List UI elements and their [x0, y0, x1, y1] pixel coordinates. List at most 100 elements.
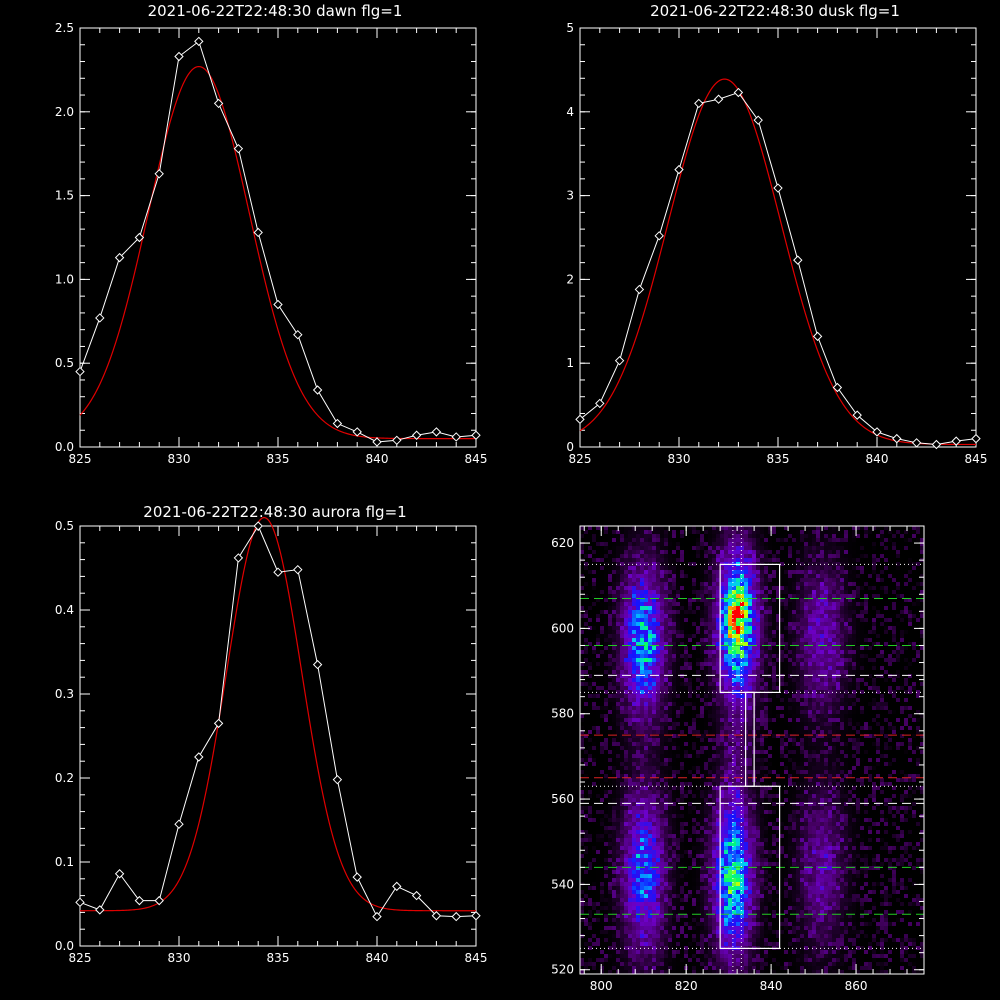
dusk-data-point	[911, 438, 922, 448]
dusk-data-point	[931, 439, 942, 450]
heatmap-region-box	[719, 785, 781, 949]
dusk-data-point	[892, 433, 902, 444]
dawn-fit-curve	[79, 65, 476, 440]
aurora-data-point	[471, 911, 481, 921]
aurora-data-point	[233, 553, 244, 563]
dusk-y-tick-label: 2	[566, 272, 574, 286]
image-y-tick-label: 620	[551, 536, 574, 550]
dawn-y-tick-label: 2.5	[55, 21, 74, 35]
image-y-tick-label: 560	[551, 792, 574, 806]
dusk-y-tick-label: 0	[566, 440, 574, 454]
dawn-data-point	[194, 36, 204, 47]
dusk-x-tick-label: 825	[569, 452, 592, 466]
aurora-x-tick-label: 825	[69, 951, 92, 965]
image-x-tick-label: 820	[675, 979, 698, 993]
image-y-tick-label: 540	[551, 877, 574, 891]
aurora-y-tick-label: 0.5	[55, 519, 74, 533]
dusk-data-point	[575, 414, 585, 425]
dawn-x-tick-label: 830	[168, 452, 191, 466]
dusk-y-tick-label: 4	[566, 105, 574, 119]
dusk-fit-curve	[579, 78, 976, 446]
image-y-tick-label: 600	[551, 621, 574, 635]
dawn-data-point	[273, 299, 283, 310]
dawn-x-tick-label: 840	[366, 452, 389, 466]
dawn-data-point	[293, 330, 303, 340]
dawn-data-point	[411, 430, 422, 440]
dawn-data-point	[154, 169, 164, 179]
image-y-tick-label: 520	[551, 963, 574, 977]
dawn-data-point	[75, 366, 85, 377]
aurora-data-point	[75, 897, 85, 908]
aurora-data-point	[154, 895, 164, 906]
dusk-x-tick-label: 835	[767, 452, 790, 466]
dusk-data-point	[733, 87, 744, 98]
dusk-y-tick-label: 5	[566, 21, 574, 35]
dusk-data-point	[812, 331, 823, 342]
aurora-data-point	[411, 890, 422, 901]
aurora-data-point	[431, 911, 442, 921]
image-axes-frame	[579, 525, 925, 975]
dawn-data-point	[233, 143, 244, 154]
dusk-data-point	[674, 164, 684, 175]
dawn-y-tick-label: 2.0	[55, 105, 74, 119]
dusk-data-point	[614, 355, 625, 366]
heatmap-overlay	[580, 526, 924, 974]
dusk-y-tick-label: 3	[566, 189, 574, 203]
dusk-data-point	[951, 436, 961, 446]
aurora-x-tick-label: 830	[168, 951, 191, 965]
dawn-y-tick-label: 0.0	[55, 440, 74, 454]
dawn-x-tick-label: 835	[267, 452, 290, 466]
dawn-data-point	[174, 51, 184, 62]
aurora-y-tick-label: 0.0	[55, 939, 74, 953]
dawn-data-point	[114, 252, 125, 263]
aurora-data-point	[372, 911, 382, 922]
dusk-x-tick-label: 830	[668, 452, 691, 466]
dusk-data-point	[971, 433, 981, 444]
aurora-data-point	[451, 911, 461, 922]
aurora-y-tick-label: 0.2	[55, 771, 74, 785]
aurora-data-point	[273, 567, 283, 577]
dusk-panel: 825 830 835 840 845 0 1 2 3 4 5	[566, 21, 987, 466]
dawn-data-point	[312, 385, 323, 395]
dusk-x-tick-label: 845	[965, 452, 988, 466]
dawn-data-point	[451, 432, 461, 442]
dawn-title: 2021-06-22T22:48:30 dawn flg=1	[148, 2, 403, 20]
aurora-data-point	[332, 774, 343, 785]
dusk-data-point	[872, 427, 882, 437]
dawn-data-point	[372, 437, 382, 447]
heatmap-image	[580, 526, 924, 974]
dusk-data-point	[654, 231, 664, 241]
aurora-data-point	[174, 819, 184, 829]
aurora-data-point	[352, 872, 362, 882]
dawn-data-point	[471, 430, 481, 440]
aurora-data-point	[95, 905, 105, 915]
aurora-panel: 825 830 835 840 845 0.0 0.1 0.2 0.3 0.4 0.5	[55, 517, 488, 965]
dawn-data-point	[253, 227, 263, 238]
image-x-tick-label: 860	[845, 979, 868, 993]
aurora-data-point	[392, 881, 402, 892]
dawn-panel: 825 830 835 840 845 0.0 0.5 1.0 1.5 2.0 2.5	[55, 21, 488, 466]
image-x-tick-label: 800	[590, 979, 613, 993]
dusk-x-tick-label: 840	[866, 452, 889, 466]
dusk-data-point	[793, 255, 803, 265]
aurora-data-point	[194, 752, 204, 762]
aurora-x-tick-label: 845	[465, 951, 488, 965]
dawn-data-point	[392, 435, 402, 446]
dusk-data-point	[832, 382, 843, 393]
aurora-y-tick-label: 0.4	[55, 603, 74, 617]
dawn-data-point	[95, 313, 105, 323]
dawn-data-point	[352, 427, 362, 437]
dawn-data-point	[213, 98, 224, 109]
aurora-data-point	[293, 564, 303, 575]
dusk-data-point	[713, 94, 724, 104]
dawn-y-tick-label: 0.5	[55, 356, 74, 370]
dawn-data-point	[134, 232, 145, 243]
dawn-x-tick-label: 825	[69, 452, 92, 466]
dusk-y-tick-label: 1	[566, 356, 574, 370]
dusk-data-point	[634, 284, 645, 295]
dusk-data-point	[852, 410, 862, 420]
aurora-data-point	[253, 521, 263, 531]
aurora-data-point	[312, 659, 323, 670]
dusk-data-point	[753, 115, 763, 125]
